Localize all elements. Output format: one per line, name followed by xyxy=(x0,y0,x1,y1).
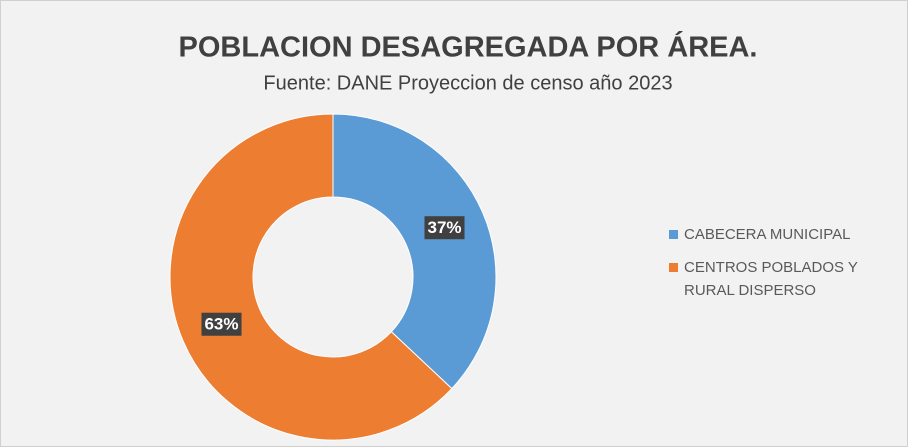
legend-swatch xyxy=(669,263,678,272)
data-label: 37% xyxy=(424,216,465,240)
legend-item: CENTROS POBLADOS Y RURAL DISPERSO xyxy=(669,256,904,302)
chart-title: POBLACION DESAGREGADA POR ÁREA. xyxy=(179,30,758,64)
donut-slice xyxy=(332,113,497,390)
legend: CABECERA MUNICIPAL CENTROS POBLADOS Y RUR… xyxy=(669,223,904,312)
data-label-box xyxy=(424,216,465,240)
donut-slice xyxy=(169,113,453,441)
data-label: 63% xyxy=(201,312,242,336)
data-label-box xyxy=(201,312,242,336)
data-label-text: 63% xyxy=(204,315,238,334)
legend-label: CENTROS POBLADOS Y RURAL DISPERSO xyxy=(684,259,858,299)
data-label-text: 37% xyxy=(427,218,461,237)
legend-item: CABECERA MUNICIPAL xyxy=(669,223,904,246)
legend-swatch xyxy=(669,230,678,239)
legend-label: CABECERA MUNICIPAL xyxy=(684,226,851,243)
chart-subtitle: Fuente: DANE Proyeccion de censo año 202… xyxy=(263,72,672,94)
